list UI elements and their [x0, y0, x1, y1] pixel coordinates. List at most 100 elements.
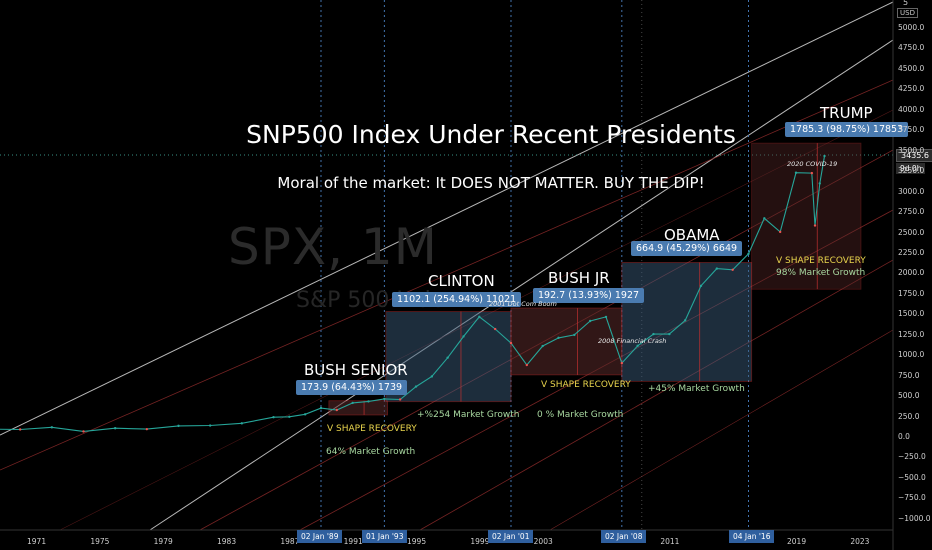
y-tick-label: 2000.0 [898, 268, 925, 278]
note-2008-crash: 2008 Financial Crash [598, 337, 667, 345]
price-point [462, 335, 465, 338]
price-point [541, 344, 544, 348]
last-price-badge: 3435.6 [896, 149, 932, 162]
currency-label[interactable]: USD [897, 8, 918, 18]
channel-line-5 [419, 259, 894, 531]
y-tick-label: 2250.0 [898, 247, 925, 257]
x-tick-label: 1999 [470, 537, 490, 546]
growth-label-trump: 98% Market Growth [776, 268, 866, 278]
y-tick-label: 3750.0 [898, 125, 925, 135]
price-point [604, 315, 608, 319]
x-tick-label: 2023 [850, 537, 870, 546]
price-point [813, 224, 817, 227]
x-tick-label: 1991 [343, 537, 363, 546]
price-point [319, 406, 323, 410]
channel-line-2 [0, 79, 894, 471]
label-obama: OBAMA [664, 226, 720, 244]
price-point [747, 252, 750, 256]
price-point [818, 182, 821, 185]
y-tick-label: −750.0 [898, 493, 926, 503]
price-point [763, 217, 766, 220]
growth-label-bush-jr: 0 % Market Growth [537, 410, 624, 420]
growth-label-clinton: +%254 Market Growth [417, 410, 520, 420]
term-box-3 [621, 262, 753, 382]
y-tick-label: 4250.0 [898, 84, 925, 94]
y-tick-label: −250.0 [898, 452, 926, 462]
y-tick-label: 4750.0 [898, 43, 925, 53]
y-tick-label: 2750.0 [898, 207, 925, 217]
change-badge-clinton: 1102.1 (254.94%) 11021 [392, 292, 522, 307]
x-tick-label: 1979 [153, 537, 173, 546]
term-box-0 [328, 400, 388, 416]
price-point [636, 344, 639, 347]
y-tick-label: −500.0 [898, 472, 926, 482]
y-tick-label: 1750.0 [898, 288, 925, 298]
price-point [208, 424, 212, 427]
x-tick-label: 2019 [787, 537, 807, 546]
term-box-4 [751, 142, 862, 290]
x-tick-label: 1995 [407, 537, 427, 546]
price-point [430, 375, 434, 378]
y-tick-label: 3250.0 [898, 166, 925, 176]
price-point [288, 415, 291, 418]
y-tick-label: 750.0 [898, 370, 920, 380]
price-point [715, 267, 719, 270]
x-tick-label: 1987 [280, 537, 300, 546]
price-point [18, 428, 22, 431]
price-point [652, 332, 655, 336]
label-bush-jr: BUSH JR [548, 269, 610, 287]
price-point [367, 400, 370, 403]
date-badge-1993: 01 Jan '93 [362, 530, 408, 543]
price-point [303, 413, 307, 416]
price-point [50, 426, 54, 429]
price-point [113, 427, 117, 430]
chart-subtitle: Moral of the market: It DOES NOT MATTER.… [277, 174, 705, 192]
x-tick-label: 2003 [533, 537, 553, 546]
change-badge-trump: 1785.3 (98.75%) 17853 [785, 122, 909, 137]
term-box-2 [510, 307, 623, 376]
recovery-label-bush-senior: V SHAPE RECOVERY [327, 424, 417, 434]
channel-line-0 [0, 1, 894, 436]
price-point [620, 361, 624, 365]
channel-line-7 [549, 329, 894, 531]
y-tick-label: 250.0 [898, 411, 920, 421]
price-point [810, 171, 814, 175]
chart-title: SNP500 Index Under Recent Presidents [246, 120, 736, 149]
price-point [145, 427, 149, 431]
date-badge-2001: 02 Jan '01 [488, 530, 534, 543]
channel-line-1 [149, 39, 894, 531]
price-point [823, 154, 826, 158]
x-tick-label: 2011 [660, 537, 680, 546]
label-bush-senior: BUSH SENIOR [304, 361, 408, 379]
price-point [272, 416, 275, 419]
price-point [335, 408, 339, 412]
y-tick-label: 0.0 [898, 432, 910, 441]
price-point [731, 268, 734, 272]
change-badge-bush-jr: 192.7 (13.93%) 1927 [533, 288, 645, 303]
price-point [573, 333, 576, 337]
price-point [398, 398, 402, 401]
change-badge-obama: 664.9 (45.29%) 6649 [631, 241, 743, 256]
bar-countdown-badge: 9d 0h [896, 163, 926, 174]
recovery-label-bush-jr: V SHAPE RECOVERY [541, 380, 631, 390]
growth-label-obama: +45% Market Growth [648, 384, 745, 394]
symbol-watermark: SPX, 1M [228, 218, 438, 276]
price-point [557, 336, 560, 340]
date-badge-1989: 02 Jan '89 [297, 530, 343, 543]
y-tick-label: 3500.0 [898, 145, 925, 155]
price-point [699, 284, 703, 288]
price-point [240, 422, 244, 425]
label-trump: TRUMP [820, 104, 873, 122]
x-tick-label: 1975 [90, 537, 110, 546]
price-point [82, 430, 85, 433]
price-point [414, 385, 418, 388]
price-point [778, 230, 782, 234]
y-tick-label: 1500.0 [898, 309, 925, 319]
growth-label-bush-senior: 64% Market Growth [326, 447, 416, 457]
y-tick-label: 1000.0 [898, 350, 925, 360]
price-point [794, 171, 798, 174]
price-point [177, 424, 180, 428]
date-badge-2008: 02 Jan '08 [601, 530, 647, 543]
label-clinton: CLINTON [428, 272, 495, 290]
